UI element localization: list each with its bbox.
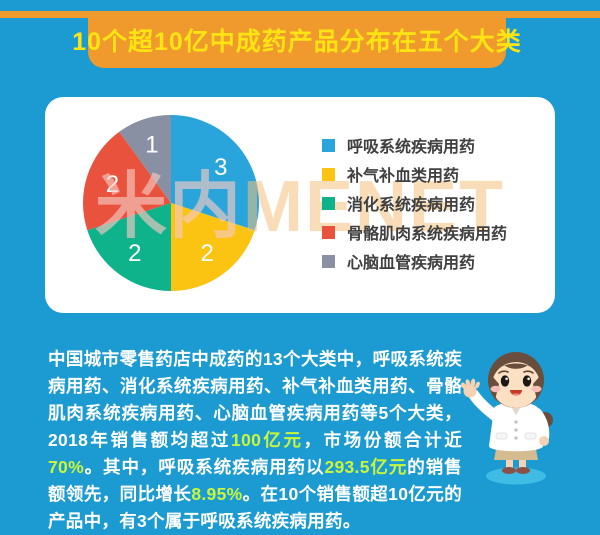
legend-swatch-icon [322, 167, 335, 181]
legend-swatch-icon [322, 254, 335, 268]
pie-slice-3 [83, 131, 171, 231]
chart-legend: 呼吸系统疾病用药 补气补血类用药 消化系统疾病用药骨骼肌肉系统疾病用药 心脑血管疾病用… [322, 137, 507, 272]
summary-highlight: 70% [48, 456, 84, 477]
legend-swatch-icon [322, 196, 335, 210]
legend-item: 骨骼肌肉系统疾病用药 [322, 224, 507, 243]
legend-label: 骨骼肌肉系统疾病用药 [347, 226, 508, 243]
legend-item: 消化系统疾病用药 [322, 195, 507, 214]
summary-segment: 。其中，呼吸系统疾病用药以 [83, 456, 325, 477]
pie-slice-2 [87, 203, 171, 291]
mascot-shadow [486, 467, 546, 485]
pie-value-label: 3 [214, 154, 227, 181]
legend-swatch-icon [322, 225, 335, 239]
pie-slice-0 [171, 115, 259, 231]
legend-label: 呼吸系统疾病用药 [347, 139, 476, 156]
pie-value-label: 2 [201, 240, 214, 267]
legend-item: 心脑血管疾病用药 [322, 253, 507, 272]
page-title: 10个超10亿中成药产品分布在五个大类 [72, 27, 522, 56]
summary-highlight: 293.5亿元 [324, 456, 408, 477]
legend-label: 消化系统疾病用药 [347, 197, 476, 214]
pie-slice-4 [119, 115, 171, 203]
title-banner: 10个超10亿中成药产品分布在五个大类 [72, 11, 521, 68]
summary-text: 中国城市零售药店中成药的13个大类中，呼吸系统疾病用药、消化系统疾病用药、补气补… [48, 346, 462, 535]
pie-value-label: 1 [145, 131, 158, 158]
summary-segment: 的销售额领先，同比增长 [48, 456, 462, 504]
legend-item: 补气补血类用药 [322, 166, 507, 185]
pie-value-label: 2 [106, 171, 119, 198]
summary-segment: ，市场份额合计近 [303, 429, 462, 450]
pie-slice-1 [171, 203, 255, 291]
summary-segment: 中国城市零售药店中成药的13个大类中，呼吸系统疾病用药、消化系统疾病用药、补气补… [48, 348, 462, 450]
legend-label: 心脑血管疾病用药 [347, 255, 476, 272]
pie-value-label: 2 [128, 240, 141, 267]
legend-swatch-icon [322, 138, 335, 152]
legend-label: 补气补血类用药 [347, 168, 460, 185]
legend-item: 呼吸系统疾病用药 [322, 137, 507, 156]
pharmacist-mascot [461, 352, 553, 485]
summary-highlight: 100亿元 [231, 429, 304, 450]
summary-highlight: 8.95% [191, 483, 243, 504]
